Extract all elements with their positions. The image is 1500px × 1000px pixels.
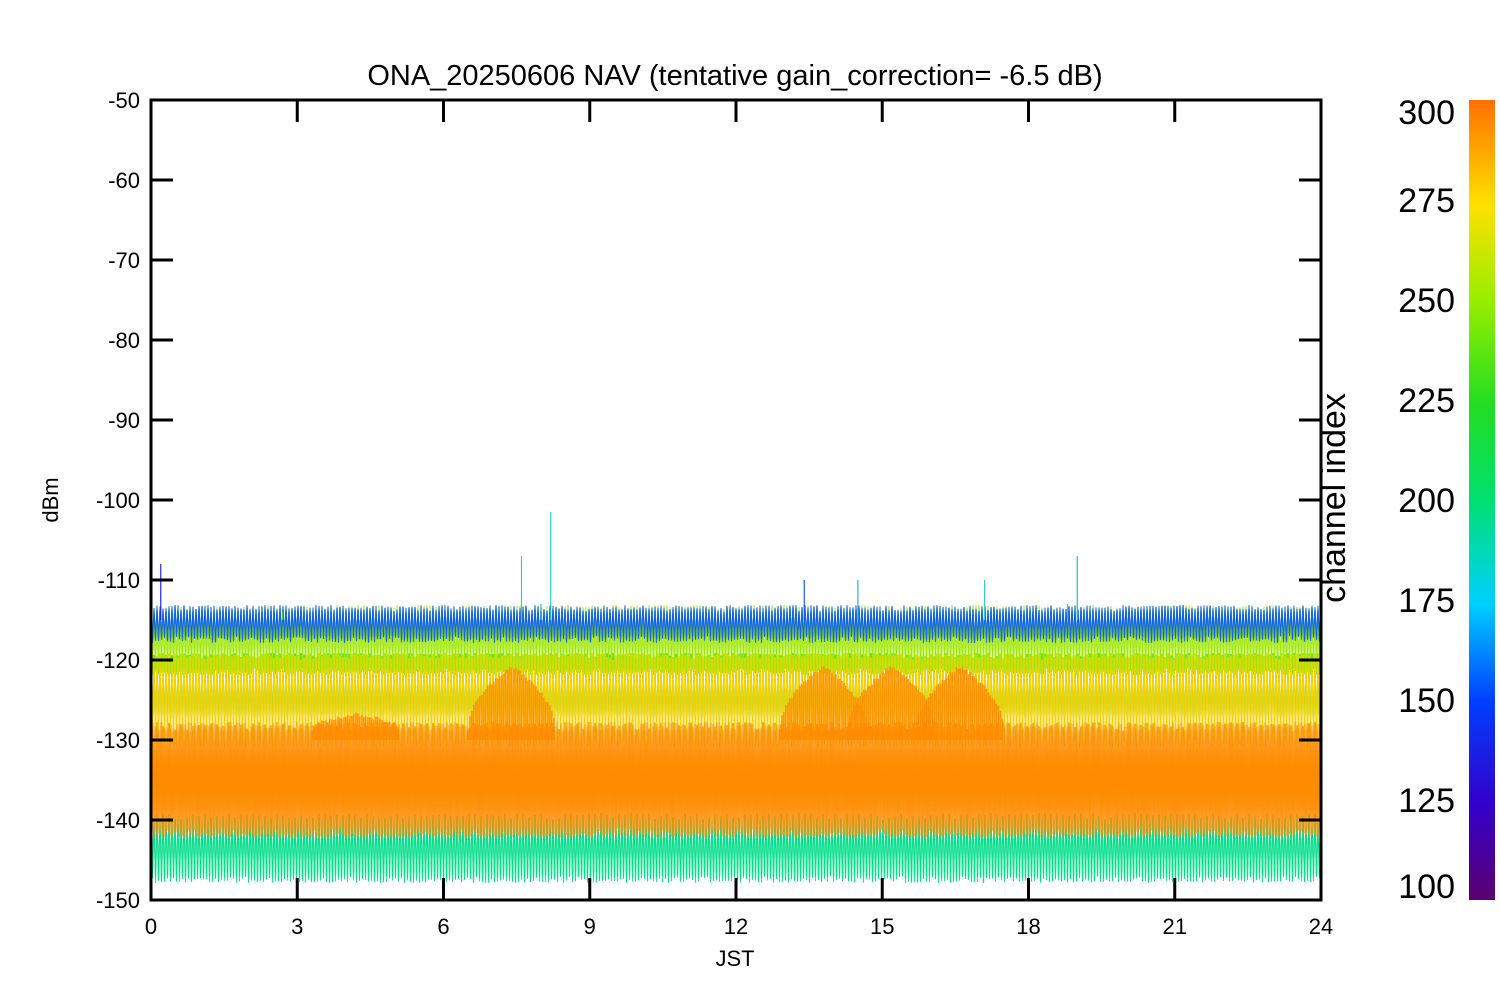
colorbar-tick-label: 175 (1398, 582, 1455, 620)
colorbar-tick-label: 275 (1398, 182, 1455, 220)
bump-4 (915, 666, 1004, 740)
colorbar-label: channel index (1315, 393, 1353, 603)
series-ch150 (151, 604, 1321, 644)
y-tick-label: -80 (108, 328, 140, 353)
y-tick-label: -120 (96, 648, 140, 673)
y-axis-label: dBm (38, 477, 63, 522)
series-ch290 (151, 721, 1321, 839)
colorbar-tick-label: 100 (1398, 868, 1455, 906)
colorbar-tick-label: 250 (1398, 282, 1455, 320)
y-tick-label: -90 (108, 408, 140, 433)
y-tick-label: -150 (96, 888, 140, 913)
series-trace (151, 721, 1321, 838)
x-tick-label: 6 (437, 914, 449, 939)
series-ch200 (151, 812, 1321, 884)
x-tick-label: 15 (870, 914, 894, 939)
colorbar-tick-label: 150 (1398, 682, 1455, 720)
y-tick-label: -110 (98, 568, 140, 593)
x-tick-label: 3 (291, 914, 303, 939)
y-tick-label: -50 (108, 88, 140, 113)
colorbar-tick-label: 300 (1398, 94, 1455, 132)
bump-trace (467, 666, 555, 740)
bump-0 (311, 712, 399, 740)
y-tick-label: -100 (96, 488, 140, 513)
y-tick-label: -60 (108, 168, 140, 193)
x-axis-label: JST (715, 946, 754, 971)
colorbar-tick-label: 125 (1398, 782, 1455, 820)
x-tick-label: 24 (1309, 914, 1333, 939)
ticks-layer: 0 3 6 9 12 15 18 21 24 -50 -60 -70 -80 -90 -100 -110 -12… (96, 88, 1333, 939)
x-tick-label: 0 (145, 914, 157, 939)
chart-title: ONA_20250606 NAV (tentative gain_correct… (367, 60, 1102, 92)
colorbar-ticks: 100 125 150 175 200 225 250 275 300 (1398, 94, 1455, 906)
colorbar-tick-label: 225 (1398, 382, 1455, 420)
colorbar-tick-label: 200 (1398, 482, 1455, 520)
bump-trace (311, 712, 399, 740)
bump-trace (915, 666, 1004, 740)
x-tick-label: 21 (1163, 914, 1187, 939)
series-trace (151, 604, 1321, 644)
y-tick-label: -70 (108, 248, 140, 273)
y-tick-label: -140 (96, 808, 140, 833)
x-tick-label: 9 (584, 914, 596, 939)
data-layer (151, 512, 1321, 884)
bump-1 (467, 666, 555, 740)
x-tick-label: 18 (1016, 914, 1040, 939)
y-tick-label: -130 (96, 728, 140, 753)
colorbar (1469, 100, 1495, 900)
x-tick-label: 12 (724, 914, 748, 939)
